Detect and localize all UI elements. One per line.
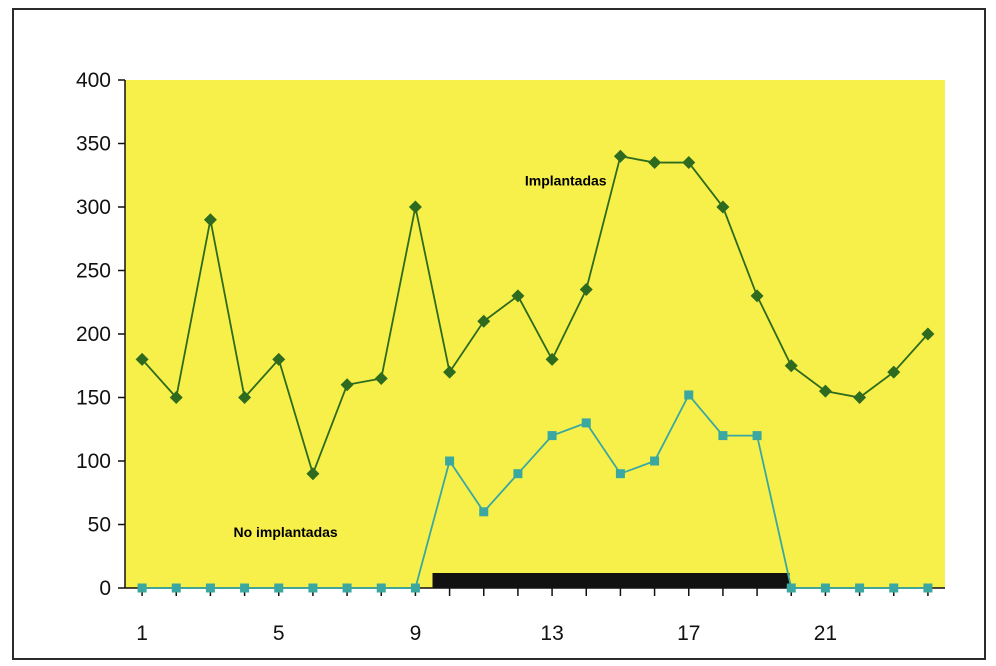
data-point [376, 583, 386, 593]
period-bar [432, 573, 790, 588]
x-tick-label: 21 [814, 622, 837, 645]
x-tick-label: 17 [677, 622, 700, 645]
y-tick-label: 400 [76, 69, 111, 92]
data-point [547, 431, 557, 441]
x-tick-label: 9 [410, 622, 422, 645]
series-line [142, 393, 928, 589]
data-point [203, 213, 217, 227]
data-point [479, 507, 489, 517]
period-bar-rect [432, 573, 790, 588]
series-line [141, 155, 929, 477]
data-point [889, 583, 899, 593]
data-point [443, 365, 457, 379]
data-point [342, 583, 352, 593]
x-tick-label: 1 [136, 622, 148, 645]
data-point [682, 156, 696, 170]
data-point [820, 583, 830, 593]
y-tick-label: 50 [88, 514, 111, 537]
data-point [306, 467, 320, 481]
x-tick-label: 13 [540, 622, 563, 645]
data-point [887, 365, 901, 379]
data-point [750, 289, 764, 303]
data-point [855, 583, 865, 593]
data-point [513, 469, 523, 479]
data-point [171, 583, 181, 593]
series-layer [135, 149, 935, 593]
data-point [135, 352, 149, 366]
x-axis: 1 5 9 13 17 21 [136, 588, 929, 645]
data-point [921, 327, 935, 341]
y-tick-label: 200 [76, 323, 111, 346]
data-point [613, 149, 627, 163]
data-point [137, 583, 147, 593]
plot-area [125, 80, 945, 588]
data-point [272, 352, 286, 366]
data-point [169, 391, 183, 404]
data-point [752, 431, 762, 441]
annotations: Implantadas No implantadas [233, 172, 606, 540]
data-point [308, 583, 318, 593]
data-point [581, 418, 591, 428]
data-point [445, 456, 455, 466]
data-point [579, 283, 593, 297]
data-point [410, 583, 420, 593]
data-point [786, 583, 796, 593]
data-point [238, 391, 252, 404]
data-point [340, 378, 354, 392]
y-tick-label: 300 [76, 196, 111, 219]
data-point [650, 456, 660, 466]
data-point [374, 371, 388, 385]
data-point [615, 469, 625, 479]
y-tick-label: 0 [99, 577, 111, 600]
data-point [477, 314, 491, 328]
data-point [408, 200, 422, 214]
data-point [240, 583, 250, 593]
data-point [818, 384, 832, 398]
data-point [718, 431, 728, 441]
series-no-implantadas [137, 390, 933, 593]
data-point [545, 352, 559, 366]
data-point [853, 391, 867, 404]
annotation-label: Implantadas [525, 172, 607, 188]
data-point [274, 583, 284, 593]
y-axis: 0 50 100 150 200 250 300 350 400 [76, 69, 125, 600]
y-tick-label: 350 [76, 133, 111, 156]
data-point [511, 289, 525, 303]
data-point [648, 156, 662, 170]
data-point [684, 390, 694, 400]
y-tick-label: 250 [76, 260, 111, 283]
series-implantadas [135, 149, 935, 481]
data-point [784, 359, 798, 373]
data-point [716, 200, 730, 214]
y-tick-label: 100 [76, 450, 111, 473]
annotation-label: No implantadas [233, 524, 337, 540]
data-point [205, 583, 215, 593]
data-point [923, 583, 933, 593]
y-tick-label: 150 [76, 387, 111, 410]
x-tick-label: 5 [273, 622, 285, 645]
